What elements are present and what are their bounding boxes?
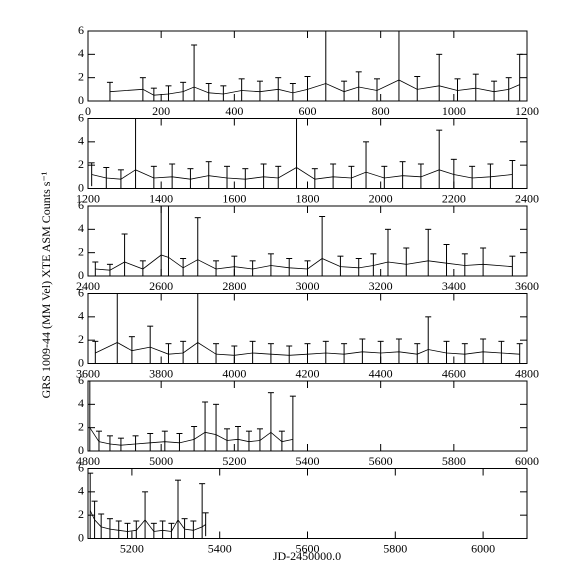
- x-tick-label: 4600: [442, 366, 466, 380]
- x-tick-label: 4000: [222, 366, 246, 380]
- x-tick-label: 2800: [222, 279, 246, 293]
- panel-frame: [87, 468, 528, 539]
- y-tick-label: 4: [78, 134, 84, 148]
- x-tick-label: 3200: [369, 279, 393, 293]
- y-tick-label: 6: [78, 198, 84, 212]
- panel-frame: [87, 293, 528, 364]
- light-curve: [91, 167, 513, 180]
- y-tick-label: 2: [78, 69, 84, 83]
- y-tick-label: 2: [78, 244, 84, 258]
- panel-data: [88, 118, 516, 189]
- x-tick-label: 6000: [471, 541, 495, 555]
- x-tick-label: 5400: [208, 541, 232, 555]
- panel-frame: [87, 380, 528, 452]
- x-tick-label: 3000: [296, 279, 320, 293]
- y-axis-label: GRS 1009-44 (MM Vel) XTE ASM Counts s⁻¹: [39, 171, 53, 398]
- x-tick-label: 400: [225, 104, 243, 118]
- y-tick-label: 6: [78, 373, 84, 387]
- y-tick-label: 2: [78, 419, 84, 433]
- x-tick-label: 5600: [296, 541, 320, 555]
- panel-data: [88, 472, 209, 539]
- x-tick-label: 5000: [149, 454, 173, 468]
- y-tick-label: 4: [78, 396, 84, 410]
- x-tick-label: 3600: [515, 279, 539, 293]
- x-tick-label: 1200: [76, 191, 100, 205]
- panel-frame: [87, 205, 528, 277]
- y-tick-label: 0: [78, 180, 84, 194]
- light-curve: [89, 427, 293, 446]
- y-tick-label: 0: [78, 355, 84, 369]
- x-tick-label: 600: [299, 104, 317, 118]
- y-tick-label: 6: [78, 460, 84, 474]
- y-tick-label: 6: [78, 285, 84, 299]
- x-tick-label: 1600: [222, 191, 246, 205]
- x-tick-label: 1200: [515, 104, 539, 118]
- x-tick-label: 1000: [442, 104, 466, 118]
- panel-data: [92, 293, 523, 364]
- y-tick-label: 0: [78, 530, 84, 544]
- x-tick-label: 2600: [149, 279, 173, 293]
- x-tick-label: 4200: [296, 366, 320, 380]
- x-tick-label: 3400: [442, 279, 466, 293]
- x-tick-label: 1800: [296, 191, 320, 205]
- x-tick-label: 4800: [515, 366, 539, 380]
- x-tick-label: 6000: [515, 454, 539, 468]
- x-tick-label: 800: [372, 104, 390, 118]
- x-tick-label: 0: [85, 104, 91, 118]
- y-tick-label: 2: [78, 507, 84, 521]
- y-tick-label: 0: [78, 93, 84, 107]
- x-axis-label: JD-2450000.0: [273, 549, 341, 563]
- y-tick-label: 2: [78, 157, 84, 171]
- y-tick-label: 4: [78, 484, 84, 498]
- x-tick-label: 5200: [222, 454, 246, 468]
- x-tick-label: 4400: [369, 366, 393, 380]
- x-tick-label: 5800: [442, 454, 466, 468]
- y-tick-label: 0: [78, 443, 84, 457]
- y-tick-label: 0: [78, 268, 84, 282]
- x-tick-label: 5400: [296, 454, 320, 468]
- panel-frame: [87, 30, 528, 102]
- x-tick-label: 5800: [383, 541, 407, 555]
- x-tick-label: 2400: [515, 191, 539, 205]
- x-tick-label: 3600: [76, 366, 100, 380]
- y-tick-label: 4: [78, 46, 84, 60]
- x-tick-label: 5600: [369, 454, 393, 468]
- y-tick-label: 6: [78, 23, 84, 37]
- light-curve: [95, 254, 513, 271]
- panel-data: [92, 206, 516, 276]
- x-tick-label: 2200: [442, 191, 466, 205]
- light-curve: [95, 342, 520, 356]
- x-tick-label: 3800: [149, 366, 173, 380]
- y-tick-label: 2: [78, 332, 84, 346]
- y-tick-label: 6: [78, 110, 84, 124]
- x-tick-label: 200: [152, 104, 170, 118]
- x-tick-label: 2400: [76, 279, 100, 293]
- x-tick-label: 2000: [369, 191, 393, 205]
- light-curve: [109, 79, 520, 96]
- x-tick-label: 1400: [149, 191, 173, 205]
- light-curve: [89, 510, 206, 532]
- panel-data: [106, 31, 523, 101]
- y-tick-label: 4: [78, 221, 84, 235]
- panel-frame: [87, 118, 528, 189]
- x-tick-label: 4800: [76, 454, 100, 468]
- panel-data: [88, 381, 296, 451]
- y-tick-label: 4: [78, 309, 84, 323]
- x-tick-label: 5200: [120, 541, 144, 555]
